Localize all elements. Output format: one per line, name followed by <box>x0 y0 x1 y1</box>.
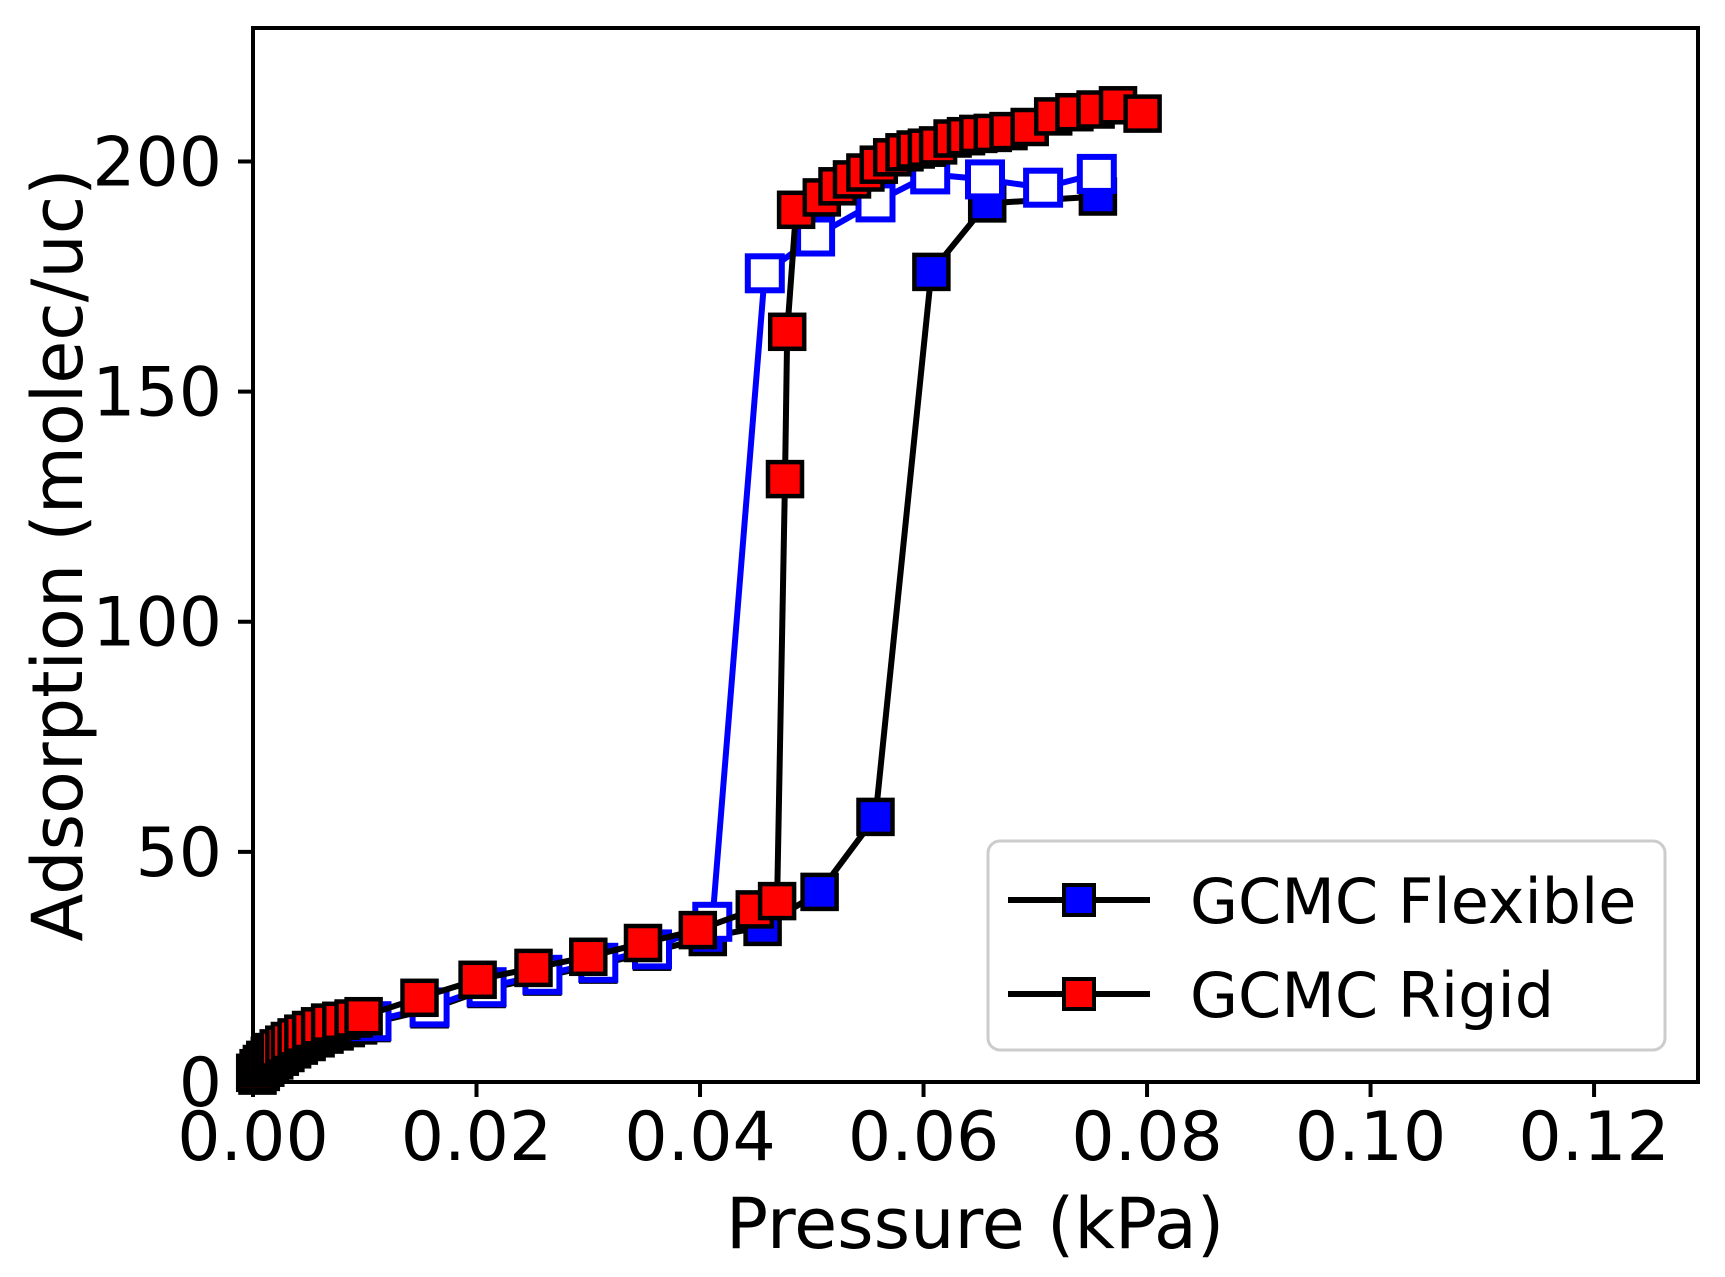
gcmc-rigid-adsorption-marker <box>623 923 663 963</box>
legend-item-gcmc-flexible: GCMC Flexible <box>1008 865 1636 938</box>
x-axis-tick-label: 0.06 <box>848 1098 999 1177</box>
legend-label-rigid: GCMC Rigid <box>1190 959 1554 1032</box>
legend-item-gcmc-rigid: GCMC Rigid <box>1008 959 1554 1032</box>
gcmc-flexible-adsorption-marker <box>800 872 839 912</box>
y-axis-tick-label: 100 <box>92 584 222 663</box>
series-gcmc-rigid-adsorption <box>235 86 1162 1093</box>
y-axis-tick-label: 150 <box>92 354 222 433</box>
legend-marker-rigid-square-icon <box>1062 977 1096 1011</box>
gcmc-flexible-adsorption-marker <box>856 797 895 837</box>
x-axis-tick-label: 0.10 <box>1295 1098 1446 1177</box>
gcmc-flexible-adsorption-line <box>255 193 1099 1078</box>
gcmc-rigid-adsorption-marker <box>400 978 439 1018</box>
plot-border <box>251 26 1700 1084</box>
legend-box <box>986 839 1667 1052</box>
gcmc-rigid-adsorption-marker <box>569 937 608 977</box>
gcmc-rigid-adsorption-marker <box>344 996 383 1036</box>
gcmc-flexible-desorption-marker <box>1076 153 1117 194</box>
series-gcmc-flexible-adsorption <box>238 177 1118 1095</box>
x-axis-tick-label: 0.08 <box>1071 1098 1222 1177</box>
x-axis-tick-label: 0.00 <box>177 1098 328 1177</box>
y-axis-title: Adsorption (molec/uc) <box>17 168 99 941</box>
gcmc-flexible-desorption-marker <box>1023 167 1064 208</box>
legend-marker-flexible-square-icon <box>1062 883 1096 917</box>
gcmc-flexible-desorption-marker <box>744 253 785 294</box>
gcmc-rigid-adsorption-marker <box>678 910 718 950</box>
y-axis-tick-label: 0 <box>179 1044 222 1123</box>
legend-label-flexible: GCMC Flexible <box>1190 865 1636 938</box>
gcmc-rigid-adsorption-marker <box>765 459 805 499</box>
x-axis-tick-label: 0.12 <box>1518 1098 1669 1177</box>
gcmc-rigid-adsorption-marker <box>767 312 807 352</box>
plot-area: 0.00 0.02 0.04 0.06 0.08 0.10 0.12 0 50 100 150 200 <box>92 26 1700 1177</box>
gcmc-flexible-desorption-marker <box>965 159 1005 200</box>
x-axis-tick-label: 0.04 <box>624 1098 775 1177</box>
gcmc-rigid-adsorption-marker <box>514 948 553 988</box>
y-axis-tick-label: 50 <box>135 814 222 893</box>
gcmc-flexible-adsorption-marker <box>912 252 951 292</box>
gcmc-rigid-adsorption-marker <box>1123 94 1162 133</box>
x-axis-title: Pressure (kPa) <box>726 1183 1224 1265</box>
x-axis-tick-label: 0.02 <box>401 1098 552 1177</box>
legend: GCMC Flexible GCMC Rigid <box>986 839 1667 1052</box>
gcmc-rigid-adsorption-marker <box>757 881 797 921</box>
gcmc-rigid-adsorption-marker <box>458 960 497 1000</box>
y-axis-tick-label: 200 <box>92 123 222 202</box>
